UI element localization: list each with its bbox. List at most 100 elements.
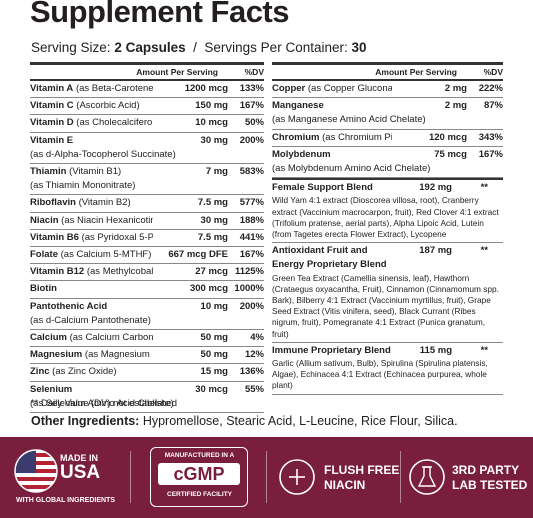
daily-value: 1000%: [234, 283, 264, 295]
nutrient-label: Vitamin E: [30, 134, 153, 148]
nutrient-row: Niacin (as Niacin Hexanicotinate) 30 mg 18…: [30, 213, 264, 230]
nutrient-name: Vitamin E: [30, 134, 74, 146]
dv-header: %DV: [244, 67, 264, 77]
nutrient-row: Vitamin C (Ascorbic Acid) 150 mg 167%: [30, 98, 264, 116]
usa-line2: USA: [60, 462, 101, 483]
amount: 27 mcg: [195, 266, 228, 278]
left-column: Amount Per Serving %DV Vitamin A (as Bet…: [30, 62, 264, 414]
nutrient-note: (as Zinc Oxide): [52, 366, 117, 378]
other-text: Hypromellose, Stearic Acid, L-Leucine, R…: [142, 414, 458, 428]
container-count: 30: [351, 40, 367, 55]
row-line: Vitamin B12 (as Methylcobalamin) 27 mcg 11…: [30, 265, 264, 279]
nutrient-label: Magnesium (as Magnesium Oxide): [30, 348, 153, 362]
row-line: Vitamin C (Ascorbic Acid) 150 mg 167%: [30, 99, 264, 113]
flask-icon: [409, 459, 445, 495]
nutrient-label: Vitamin B12 (as Methylcobalamin): [30, 265, 153, 279]
amount: 667 mcg DFE: [168, 249, 228, 261]
nutrient-note: (as Magnesium Oxide): [84, 349, 153, 361]
other-ingredients: Other Ingredients: Hypromellose, Stearic…: [31, 414, 458, 428]
nutrient-name: Vitamin B12: [30, 266, 85, 278]
nutrient-label: Biotin: [30, 282, 153, 296]
daily-value: 133%: [239, 83, 264, 94]
divider: /: [193, 40, 197, 55]
amount: 115 mg: [419, 344, 452, 356]
nutrient-name: Folate: [30, 249, 58, 261]
daily-value: 55%: [244, 383, 264, 395]
nutrient-name: Pantothenic Acid: [30, 300, 108, 312]
separator: [266, 451, 267, 503]
daily-value: 1125%: [234, 266, 264, 278]
usa-line3: WITH GLOBAL INGREDIENTS: [15, 497, 116, 504]
separator: [400, 451, 401, 503]
column-header: Amount Per Serving %DV: [272, 65, 503, 81]
nutrient-row: Molybdenum 75 mcg 167% (as Molybdenum Amino…: [272, 147, 503, 179]
nutrient-note: (as Beta-Carotene): [75, 83, 153, 94]
nutrient-row: Vitamin A (as Beta-Carotene) 1200 mcg 133%: [30, 81, 264, 99]
nutrient-label: Riboflavin (Vitamin B2): [30, 196, 153, 210]
nutrient-label: Manganese: [272, 99, 392, 113]
amount: 15 mg: [200, 366, 228, 378]
nutrient-subnote: (as Manganese Amino Acid Chelate): [272, 114, 426, 126]
title: Supplement Facts: [30, 0, 290, 29]
amount: 30 mg: [200, 134, 228, 146]
niacin-line1: FLUSH FREE: [324, 463, 400, 477]
row-line: Riboflavin (Vitamin B2) 7.5 mg 577%: [30, 196, 264, 210]
nutrient-subnote: (as Thiamin Mononitrate): [30, 180, 136, 192]
daily-value: 167%: [239, 249, 264, 261]
amount: 7 mg: [205, 166, 228, 178]
nutrient-row: Zinc (as Zinc Oxide) 15 mg 136%: [30, 364, 264, 382]
daily-value: **: [480, 344, 488, 356]
serving-line: Serving Size: 2 Capsules / Servings Per …: [31, 40, 367, 55]
nutrient-note: (as Methylcobalamin): [86, 266, 153, 278]
row-line: Manganese 2 mg 87%: [272, 99, 503, 113]
nutrient-row: Vitamin E 30 mg 200% (as d-Alpha-Tocopherol…: [30, 133, 264, 165]
nutrient-row: Selenium 30 mcg 55% (as Selenium Amino Acid…: [30, 382, 264, 414]
daily-value: 136%: [239, 366, 264, 378]
row-line: Pantothenic Acid 10 mg 200%: [30, 300, 264, 314]
container-label: Servings Per Container:: [204, 40, 348, 55]
amount: 7.5 mg: [197, 231, 228, 243]
nutrient-name: Zinc: [30, 366, 50, 378]
nutrient-label: Zinc (as Zinc Oxide): [30, 365, 153, 379]
nutrient-note: (Ascorbic Acid): [76, 100, 140, 112]
separator: [130, 451, 131, 503]
daily-value: 188%: [239, 214, 264, 226]
nutrient-name: Thiamin: [30, 166, 67, 178]
nutrient-subnote: (as d-Calcium Pantothenate): [30, 314, 151, 326]
cgmp-badge: MANUFACTURED IN A cGMP CERTIFIED FACILIT…: [134, 437, 264, 518]
amount: 10 mcg: [195, 117, 228, 129]
nutrient-subnote: (as Selenium Amino Acid Chelate): [30, 397, 174, 409]
blend-name: Immune Proprietary Blend: [272, 344, 391, 356]
daily-value: 50%: [244, 117, 264, 129]
amount: 2 mg: [444, 83, 467, 94]
lab-line1: 3RD PARTY: [452, 463, 520, 477]
nutrient-name: Vitamin B6: [30, 231, 79, 243]
nutrient-row: Copper (as Copper Gluconate) 2 mg 222%: [272, 81, 503, 99]
usa-badge: MADE IN USA WITH GLOBAL INGREDIENTS: [0, 437, 125, 518]
daily-value: 200%: [239, 300, 264, 312]
nutrient-name: Chromium: [272, 131, 320, 143]
amount: 75 mcg: [434, 148, 467, 160]
niacin-badge: FLUSH FREE NIACIN: [268, 437, 400, 518]
nutrient-note: (as Niacin Hexanicotinate): [61, 214, 153, 226]
row-line: Thiamin (Vitamin B1) 7 mg 583%: [30, 165, 264, 179]
footnote: ** Daily Value (DV) not established: [31, 398, 178, 409]
nutrient-row: Vitamin D (as Cholecalciferol) 10 mcg 50%: [30, 115, 264, 133]
daily-value: 343%: [478, 131, 503, 143]
row-line: Chromium (as Chromium Picolinate) 120 mcg…: [272, 131, 503, 145]
row-line: Biotin 300 mcg 1000%: [30, 282, 264, 296]
daily-value: 12%: [244, 349, 264, 361]
amount: 187 mg: [419, 245, 452, 257]
daily-value: 577%: [239, 197, 264, 209]
blend-description: Garlic (Allium sativum, Bulb), Spirulina…: [272, 358, 488, 391]
nutrient-row: Thiamin (Vitamin B1) 7 mg 583% (as Thiamin …: [30, 164, 264, 196]
nutrient-name: Riboflavin: [30, 197, 76, 209]
amount: 1200 mcg: [184, 83, 228, 94]
row-line: Folate (as Calcium 5-MTHF) 667 mcg DFE 167…: [30, 248, 264, 262]
row-line: Female Support Blend 192 mg **: [272, 181, 503, 195]
nutrient-name: Vitamin A: [30, 83, 74, 94]
daily-value: 200%: [239, 134, 264, 146]
amount: 30 mcg: [195, 383, 228, 395]
nutrient-label: Molybdenum: [272, 148, 392, 162]
row-line: Calcium (as Calcium Carbonate) 50 mg 4%: [30, 331, 264, 345]
